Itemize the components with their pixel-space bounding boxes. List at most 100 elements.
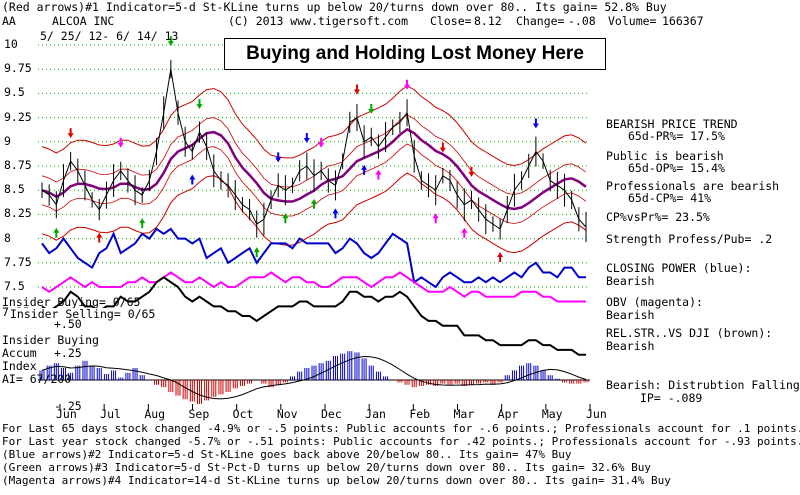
relstr-line — [41, 276, 586, 356]
price-line — [41, 69, 587, 230]
sell-arrow — [439, 142, 446, 153]
footer-year: For Last year stock changed -5.7% or -.5… — [2, 435, 800, 448]
copyright: (C) 2013 www.tigersoft.com — [228, 14, 409, 28]
month-label: Aug — [144, 407, 166, 421]
month-label: Dec — [321, 407, 342, 421]
blue-arrows-legend: (Blue arrows)#2 Indicator=5-d St-KLine g… — [2, 448, 572, 461]
close-value: 8.12 — [474, 14, 502, 28]
price-tick: 9 — [4, 133, 11, 148]
sell-arrow — [167, 36, 174, 47]
accum-label: Accum — [2, 346, 37, 360]
price-tick: 9.5 — [4, 85, 25, 100]
buy-arrow — [139, 218, 146, 229]
month-label: May — [541, 407, 563, 421]
price-tick: 9.25 — [4, 109, 32, 124]
price-tick: 8 — [4, 230, 11, 245]
buy-arrow — [497, 251, 504, 262]
month-label: Apr — [497, 407, 519, 421]
month-label: Jun — [586, 407, 607, 421]
sell-arrow — [368, 103, 375, 114]
volume-value: 166367 — [662, 14, 704, 28]
obv-label: OBV (magenta): — [606, 295, 703, 309]
obv-line — [41, 271, 586, 303]
relstr-label: REL.STR..VS DJI (brown): — [606, 326, 773, 340]
insider-selling: Insider Selling= 0/65 — [10, 307, 156, 321]
cp-value: 65d-CP%= 41% — [628, 191, 712, 205]
month-label: Oct — [232, 407, 254, 421]
change-value: -.08 — [568, 14, 596, 28]
closing-power-label: CLOSING POWER (blue): — [606, 261, 752, 275]
headline: Buying and Holding Lost Money Here — [224, 38, 606, 70]
symbol: AA — [2, 14, 16, 28]
price-tick: 10 — [4, 37, 18, 51]
sell-arrow — [532, 118, 539, 129]
buy-arrow — [189, 174, 196, 185]
month-label: Sep — [188, 407, 210, 421]
footer-65day: For Last 65 days stock changed -4.9% or … — [2, 422, 800, 435]
buy-arrow — [361, 164, 368, 175]
closing-power-status: Bearish — [606, 274, 655, 288]
sell-arrow — [318, 137, 325, 148]
sell-arrow — [275, 152, 282, 163]
month-label: Jan — [365, 407, 386, 421]
price-tick: 8.5 — [4, 182, 25, 197]
buy-arrow — [96, 232, 103, 243]
sell-arrow — [117, 137, 124, 148]
month-label: Feb — [409, 407, 431, 421]
buy-arrow — [53, 227, 60, 238]
red-arrows-legend: (Red arrows)#1 Indicator=5-d St-KLine tu… — [2, 0, 667, 14]
date-range: 5/ 25/ 12- 6/ 14/ 13 — [40, 29, 179, 43]
price-tick: 8.25 — [4, 206, 32, 221]
volume-label: Volume= — [608, 14, 657, 28]
buy-arrow — [461, 227, 468, 238]
price-tick: 9.75 — [4, 61, 32, 76]
close-label: Close= — [430, 14, 472, 28]
op-value: 65d-OP%= 15.4% — [628, 161, 725, 175]
magenta-arrows-legend: (Magenta arrows)#4 Indicator=14-d St-KLi… — [2, 474, 671, 487]
professionals-status: Professionals are bearish — [606, 179, 780, 193]
public-status: Public is bearish — [606, 149, 724, 163]
month-label: Nov — [276, 407, 298, 421]
strength-ratio: Strength Profess/Pub= .2 — [606, 232, 773, 246]
sell-arrow — [67, 128, 74, 139]
pr-value: 65d-PR%= 17.5% — [628, 129, 725, 143]
buy-arrow — [311, 198, 317, 209]
buy-arrow — [375, 169, 382, 180]
accum-tick-plus25: +.25 — [54, 346, 82, 360]
sell-arrow — [196, 99, 203, 110]
price-tick: 8.75 — [4, 158, 32, 172]
month-label: Jun — [56, 407, 77, 421]
month-label: Mar — [453, 407, 475, 421]
ip-value: IP= -.089 — [640, 391, 703, 405]
obv-status: Bearish — [606, 308, 655, 322]
sell-arrow — [353, 84, 360, 95]
price-tick: 7.75 — [4, 254, 32, 269]
price-tick: 7.5 — [4, 279, 25, 293]
buy-arrow — [332, 208, 339, 219]
distribution-status: Bearish: Distrubtion Falling. — [606, 378, 800, 392]
buy-arrow — [253, 247, 260, 258]
closing-power-line — [41, 227, 586, 289]
upper-band — [41, 85, 587, 167]
trend-title: BEARISH PRICE TREND — [606, 117, 738, 131]
index-label: Index — [2, 359, 37, 373]
cp-vs-pr: CP%vsPr%= 23.5% — [606, 210, 710, 224]
sell-arrow — [303, 132, 310, 143]
insider-buying: Insider Buying= 0/65 — [2, 295, 141, 309]
company-name: ALCOA INC — [52, 14, 115, 28]
change-label: Change= — [516, 14, 565, 28]
green-arrows-legend: (Green arrows)#3 Indicator=5-d St-Pct-D … — [2, 461, 652, 474]
accum-tick-minus25: -.25 — [54, 399, 82, 413]
sell-arrow — [404, 79, 411, 90]
buy-arrow — [432, 213, 439, 224]
buy-arrow — [282, 213, 289, 224]
insider-buying-label: Insider Buying — [2, 333, 99, 347]
sell-arrow — [468, 166, 475, 177]
accum-tick-plus50: +.50 — [54, 317, 82, 331]
month-label: Jul — [100, 407, 121, 421]
ai-value: AI= 67/200 — [2, 372, 72, 386]
lower-band — [41, 172, 587, 254]
accum-ma-line — [41, 355, 587, 400]
